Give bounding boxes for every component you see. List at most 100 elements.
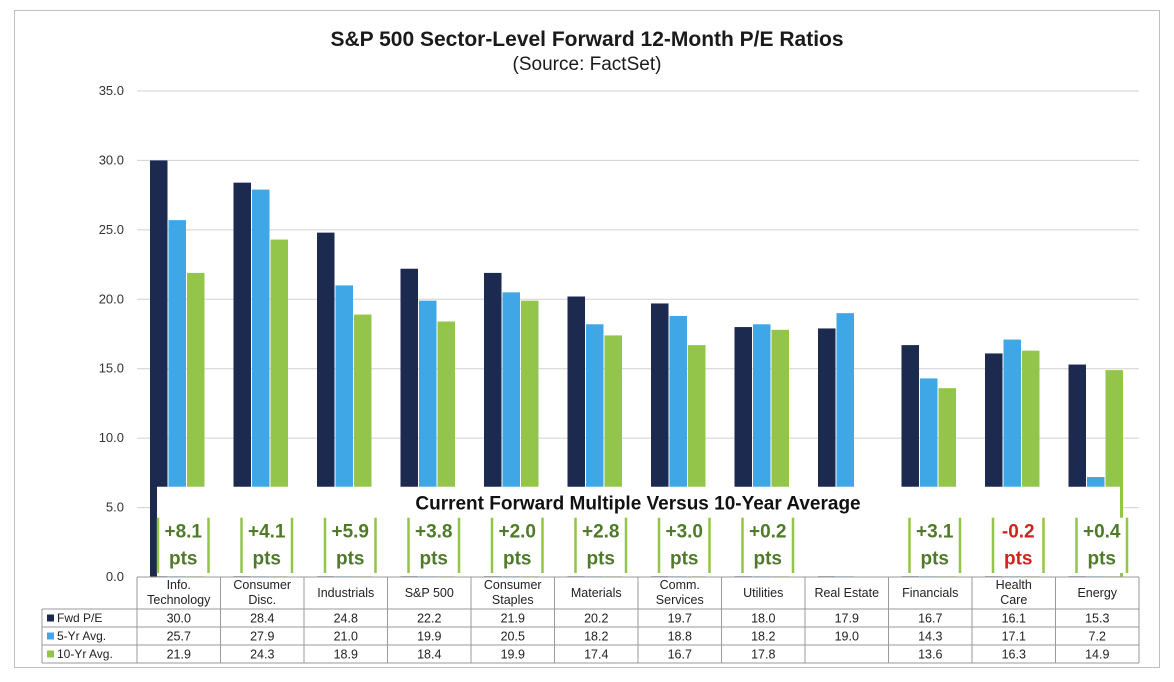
annotation-box xyxy=(909,517,960,573)
table-cell: 22.2 xyxy=(417,612,441,626)
annotation-value: +3.1 xyxy=(916,522,954,543)
bar xyxy=(150,160,168,577)
legend-label: Fwd P/E xyxy=(57,611,102,625)
table-cell: 30.0 xyxy=(167,612,191,626)
annotation-box xyxy=(241,517,292,573)
annotation-box xyxy=(325,517,376,573)
y-tick-label: 15.0 xyxy=(99,361,124,376)
legend-swatch xyxy=(47,650,54,658)
annotation-box xyxy=(575,517,626,573)
category-label: Disc. xyxy=(248,593,276,607)
category-label: Materials xyxy=(571,586,622,600)
legend-label: 5-Yr Avg. xyxy=(57,629,106,643)
category-label: Care xyxy=(1000,593,1027,607)
annotation-value: +3.8 xyxy=(415,522,453,543)
table-cell: 18.2 xyxy=(751,630,775,644)
category-label: Consumer xyxy=(484,578,542,592)
annotation-value: +5.9 xyxy=(331,522,369,543)
table-cell: 16.7 xyxy=(918,612,942,626)
table-cell: 18.4 xyxy=(417,648,441,662)
annotation-unit: pts xyxy=(587,549,616,570)
table-cell: 21.9 xyxy=(501,612,525,626)
table-cell: 14.3 xyxy=(918,630,942,644)
annotation-unit: pts xyxy=(420,549,449,570)
table-cell: 27.9 xyxy=(250,630,274,644)
annotation-box xyxy=(158,517,209,573)
annotation-box xyxy=(659,517,710,573)
category-label: Energy xyxy=(1077,586,1117,600)
table-cell: 28.4 xyxy=(250,612,274,626)
category-label: Technology xyxy=(147,593,211,607)
table-cell: 16.3 xyxy=(1002,648,1026,662)
category-label: Services xyxy=(656,593,704,607)
y-tick-label: 30.0 xyxy=(99,152,124,167)
annotation-unit: pts xyxy=(253,549,282,570)
table-cell: 18.2 xyxy=(584,630,608,644)
category-label: Comm. xyxy=(660,578,700,592)
annotation-value: +3.0 xyxy=(665,522,703,543)
table-cell: 25.7 xyxy=(167,630,191,644)
table-cell: 24.8 xyxy=(334,612,358,626)
table-cell: 17.4 xyxy=(584,648,608,662)
annotation-unit: pts xyxy=(670,549,699,570)
annotation-box xyxy=(492,517,543,573)
category-label: S&P 500 xyxy=(405,586,454,600)
y-tick-label: 0.0 xyxy=(106,569,124,584)
chart-subtitle: (Source: FactSet) xyxy=(512,54,662,75)
category-label: Consumer xyxy=(233,578,291,592)
annotation-value: +2.0 xyxy=(498,522,536,543)
category-label: Info. xyxy=(167,578,191,592)
table-cell: 18.8 xyxy=(668,630,692,644)
table-cell: 17.9 xyxy=(835,612,859,626)
annotation-value: +0.4 xyxy=(1083,522,1121,543)
legend-label: 10-Yr Avg. xyxy=(57,647,113,661)
table-cell: 21.9 xyxy=(167,648,191,662)
legend-swatch xyxy=(47,614,54,622)
table-cell: 18.0 xyxy=(751,612,775,626)
annotation-box xyxy=(408,517,459,573)
table-cell: 21.0 xyxy=(334,630,358,644)
annotation-unit: pts xyxy=(336,549,365,570)
table-cell: 14.9 xyxy=(1085,648,1109,662)
table-cell: 16.7 xyxy=(668,648,692,662)
bar xyxy=(233,182,251,577)
y-tick-label: 20.0 xyxy=(99,291,124,306)
annotation-value: +0.2 xyxy=(749,522,787,543)
annotation-unit: pts xyxy=(1088,549,1117,570)
chart-title: S&P 500 Sector-Level Forward 12-Month P/… xyxy=(330,28,844,51)
table-cell: 19.9 xyxy=(417,630,441,644)
y-tick-label: 35.0 xyxy=(99,83,124,98)
table-cell: 17.8 xyxy=(751,648,775,662)
annotation-unit: pts xyxy=(169,549,198,570)
table-cell: 19.9 xyxy=(501,648,525,662)
table-cell: 19.7 xyxy=(668,612,692,626)
annotation-value: +8.1 xyxy=(164,522,202,543)
annotation-value: -0.2 xyxy=(1002,522,1035,543)
category-label: Real Estate xyxy=(814,586,879,600)
table-cell: 20.2 xyxy=(584,612,608,626)
annotation-unit: pts xyxy=(754,549,783,570)
table-cell: 15.3 xyxy=(1085,612,1109,626)
table-cell: 13.6 xyxy=(918,648,942,662)
category-label: Utilities xyxy=(743,586,783,600)
legend-swatch xyxy=(47,632,54,640)
table-cell: 24.3 xyxy=(250,648,274,662)
annotation-value: +4.1 xyxy=(248,522,286,543)
category-label: Staples xyxy=(492,593,534,607)
table-cell: 20.5 xyxy=(501,630,525,644)
category-label: Financials xyxy=(902,586,958,600)
y-tick-label: 25.0 xyxy=(99,222,124,237)
annotation-unit: pts xyxy=(1004,549,1033,570)
table-cell: 19.0 xyxy=(835,630,859,644)
annotation-box xyxy=(1076,517,1127,573)
y-tick-label: 10.0 xyxy=(99,430,124,445)
annotation-box xyxy=(742,517,793,573)
annotation-unit: pts xyxy=(503,549,532,570)
category-label: Industrials xyxy=(317,586,374,600)
table-cell: 18.9 xyxy=(334,648,358,662)
table-cell: 16.1 xyxy=(1002,612,1026,626)
annotation-box xyxy=(993,517,1044,573)
table-cell: 7.2 xyxy=(1089,630,1106,644)
annotation-value: +2.8 xyxy=(582,522,620,543)
